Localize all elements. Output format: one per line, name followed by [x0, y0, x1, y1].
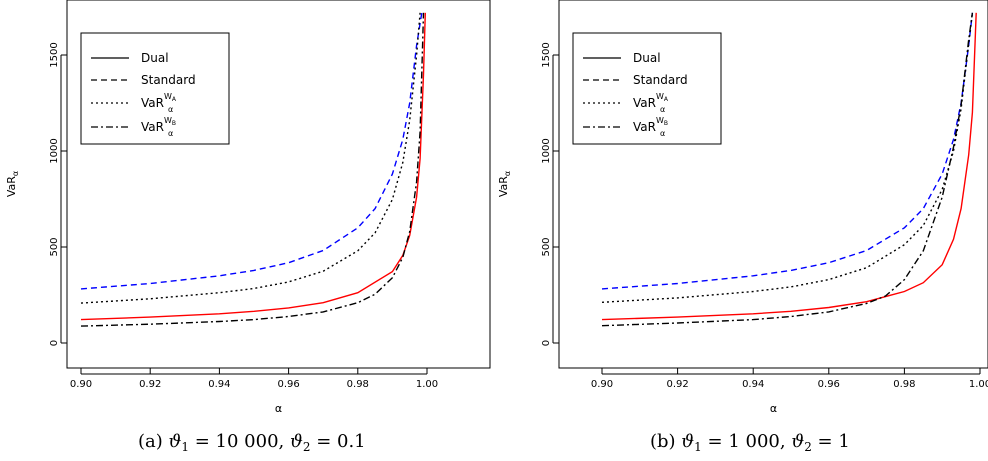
caption-part: (a)	[138, 431, 169, 452]
caption-part: = 1	[812, 431, 850, 452]
x-tick-label: 0.94	[208, 379, 230, 390]
legend-label: VaRWA α	[633, 92, 669, 114]
x-tick-label: 0.92	[666, 379, 688, 390]
y-tick-label: 1000	[49, 138, 60, 163]
legend-label-supsub: A	[664, 96, 669, 103]
legend-label-text: Standard	[633, 73, 688, 87]
x-tick-label: 0.90	[591, 379, 613, 390]
caption-part: 2	[303, 440, 311, 454]
x-axis-label: α	[770, 402, 777, 415]
x-tick-label: 0.96	[818, 379, 840, 390]
x-tick-label: 0.92	[139, 379, 161, 390]
caption-part: (b)	[650, 431, 681, 452]
figure-caption: (a) ϑ1 = 10 000, ϑ2 = 0.1	[138, 431, 366, 454]
y-axis-label-base: VaR	[497, 176, 510, 197]
legend-label-text: VaR	[633, 96, 656, 110]
x-tick-label: 1.00	[416, 379, 438, 390]
y-tick-label: 1500	[541, 42, 552, 67]
legend-label-supsub: B	[664, 120, 668, 127]
legend-label-sub: α	[660, 129, 665, 138]
caption-part: ϑ	[791, 431, 804, 452]
legend-label-text: VaR	[141, 120, 164, 134]
y-axis-label-sub: α	[503, 171, 512, 176]
legend-label-sub: α	[168, 105, 173, 114]
legend-label: Dual	[633, 51, 661, 65]
legend-box	[80, 32, 230, 145]
series-line-vara	[80, 12, 421, 304]
legend-label-supsub: A	[172, 96, 177, 103]
x-tick-label: 0.94	[742, 379, 764, 390]
legend-box	[572, 32, 722, 145]
caption-part: 1	[694, 440, 702, 454]
caption-part: 2	[804, 440, 812, 454]
y-tick-label: 1000	[541, 138, 552, 163]
series-line-dual	[80, 12, 426, 321]
legend-label: Standard	[141, 73, 196, 87]
legend-label-sub: α	[660, 105, 665, 114]
legend-label-sup: W	[656, 116, 664, 125]
legend-label-sup: W	[656, 92, 664, 101]
series-line-vara	[601, 12, 974, 303]
legend-label-sup: W	[164, 92, 172, 101]
x-tick-label: 0.98	[347, 379, 369, 390]
x-tick-label: 1.00	[969, 379, 988, 390]
y-axis-label-base: VaR	[5, 176, 18, 197]
caption-part: = 1 000,	[702, 431, 792, 452]
series-line-varb	[80, 12, 425, 327]
x-tick-label: 0.98	[893, 379, 915, 390]
y-axis-label-sub: α	[11, 171, 20, 176]
legend-label-text: Standard	[141, 73, 196, 87]
plot-frame	[558, 0, 988, 369]
caption-part: 1	[181, 440, 189, 454]
y-tick-label: 0	[49, 340, 60, 346]
legend-label: Standard	[633, 73, 688, 87]
y-tick-label: 500	[49, 237, 60, 256]
y-axis-label: VaRα	[497, 171, 512, 197]
legend-label-sub: α	[168, 129, 173, 138]
x-tick-label: 0.90	[70, 379, 92, 390]
legend-label: VaRWB α	[633, 116, 668, 138]
caption-part: ϑ	[169, 431, 182, 452]
plot-frame	[66, 0, 491, 369]
legend-label-text: Dual	[633, 51, 661, 65]
figure-caption: (b) ϑ1 = 1 000, ϑ2 = 1	[650, 431, 850, 454]
legend-label-supsub: B	[172, 120, 176, 127]
caption-part: = 0.1	[310, 431, 365, 452]
caption-part: = 10 000,	[189, 431, 290, 452]
y-axis-label: VaRα	[5, 171, 20, 197]
legend-label: Dual	[141, 51, 169, 65]
legend-label-text: VaR	[633, 120, 656, 134]
y-tick-label: 500	[541, 237, 552, 256]
x-axis-label: α	[275, 402, 282, 415]
chart-panel-a: 0.90 0.92 0.94 0.96 0.98 1.00050010001500αVaR…	[5, 0, 491, 454]
legend-label-text: VaR	[141, 96, 164, 110]
legend-label-text: Dual	[141, 51, 169, 65]
caption-part: ϑ	[290, 431, 303, 452]
series-line-dual	[601, 12, 977, 321]
series-line-standard	[80, 12, 423, 290]
y-tick-label: 0	[541, 340, 552, 346]
series-group	[601, 12, 977, 327]
chart-panel-b: 0.90 0.92 0.94 0.96 0.98 1.00050010001500αVaR…	[497, 0, 988, 454]
x-tick-label: 0.96	[277, 379, 299, 390]
legend-label: VaRWA α	[141, 92, 177, 114]
series-group	[80, 12, 426, 327]
caption-part: ϑ	[681, 431, 694, 452]
y-tick-label: 1500	[49, 42, 60, 67]
legend-label-sup: W	[164, 116, 172, 125]
legend-label: VaRWB α	[141, 116, 176, 138]
